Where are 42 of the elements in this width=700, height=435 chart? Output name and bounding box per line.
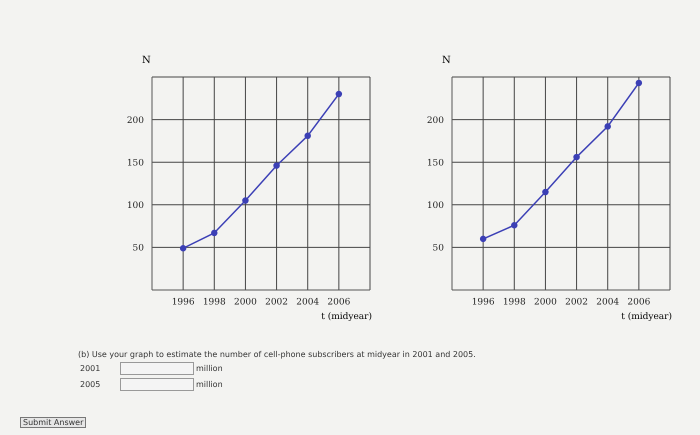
y-axis-title: N <box>442 55 451 66</box>
x-tick-label: 2004 <box>596 297 620 308</box>
x-tick-label: 1996 <box>472 297 495 308</box>
x-tick-label: 2006 <box>327 297 351 308</box>
y-tick-label: 200 <box>126 116 144 126</box>
point <box>273 162 280 169</box>
y-tick-label: 200 <box>426 116 444 126</box>
y-tick-label: 150 <box>426 158 444 168</box>
y-tick-label: 100 <box>426 200 444 211</box>
text: million <box>196 364 223 373</box>
x-tick-label: 1998 <box>202 297 226 308</box>
text: million <box>196 380 223 389</box>
y-tick-label: 50 <box>132 244 144 254</box>
point <box>511 222 518 228</box>
text: 2005 <box>80 380 100 389</box>
point <box>211 230 218 236</box>
point <box>336 90 342 98</box>
point <box>636 80 642 86</box>
point <box>242 197 249 204</box>
text: (b) Use your graph to estimate the number of cell-phone subscribers at midyear in 2001 and 2005. <box>78 350 476 359</box>
x-tick-label: 1996 <box>172 297 195 308</box>
point <box>604 123 611 130</box>
x-tick-label: 2006 <box>627 297 651 308</box>
submit-button: Submit Answer <box>20 417 86 428</box>
point <box>304 132 311 140</box>
y-axis-title: N <box>142 55 151 66</box>
point <box>480 236 486 242</box>
text: 2001 <box>80 364 100 373</box>
x-axis-title: t (midyear) <box>620 312 672 323</box>
x-tick-label: 2002 <box>565 297 588 308</box>
y-tick-label: 100 <box>126 200 144 211</box>
point <box>542 188 549 196</box>
x-tick-label: 2004 <box>296 297 320 308</box>
point <box>573 154 580 160</box>
x-tick-label: 2000 <box>234 297 258 308</box>
y-tick-label: 150 <box>126 158 144 168</box>
x-tick-label: 2000 <box>534 297 558 308</box>
point <box>180 245 186 252</box>
x-tick-label: 2002 <box>265 297 288 308</box>
x-axis-title: t (midyear) <box>320 312 372 323</box>
x-tick-label: 1998 <box>502 297 526 308</box>
y-tick-label: 50 <box>432 244 444 254</box>
